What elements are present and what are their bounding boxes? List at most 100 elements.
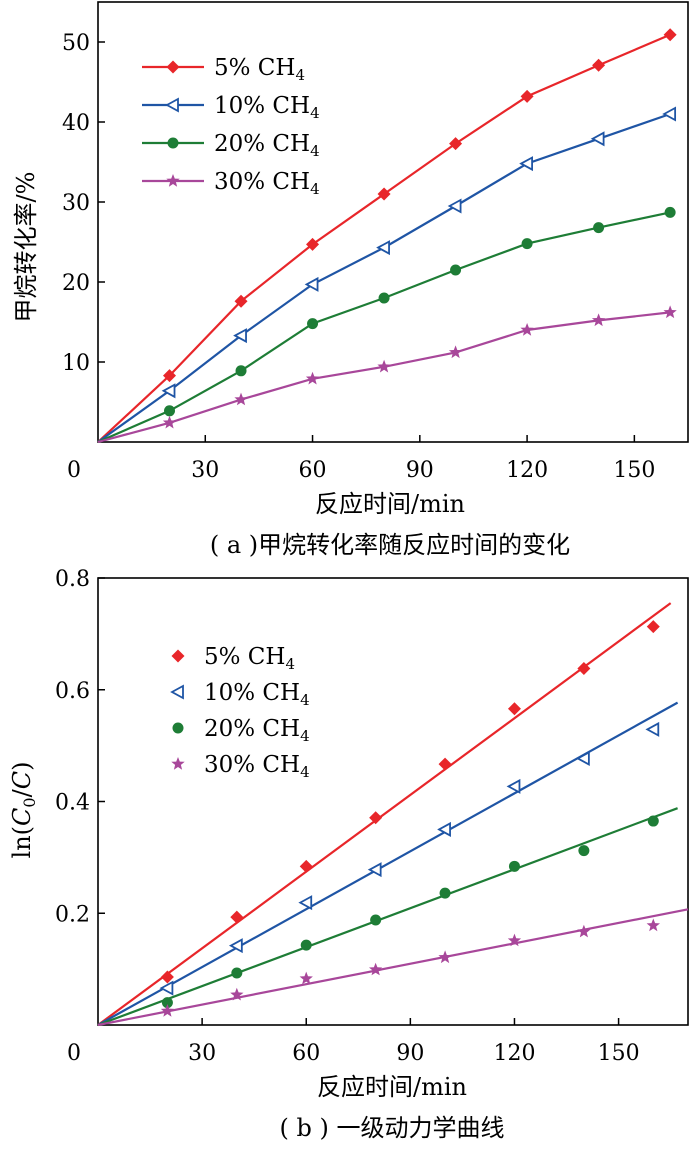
data-point: [591, 313, 606, 327]
x-tick-label: 30: [191, 458, 219, 483]
data-point: [577, 662, 591, 676]
data-point: [230, 987, 244, 1001]
data-point: [304, 276, 319, 292]
data-point: [367, 862, 382, 878]
series-4: [97, 305, 677, 444]
x-tick-label: 60: [299, 458, 327, 483]
chart-b-caption: ( b ) 一级动力学曲线: [280, 1114, 505, 1142]
legend-label: 10% CH4: [214, 93, 320, 122]
data-point: [161, 997, 173, 1009]
legend-marker: [166, 174, 180, 187]
data-point: [577, 924, 591, 938]
data-point: [159, 980, 174, 996]
data-point: [447, 198, 462, 214]
data-point: [234, 294, 248, 308]
data-point: [590, 131, 605, 147]
data-point: [305, 371, 320, 385]
data-point: [298, 895, 313, 911]
x-tick-label: 90: [396, 1041, 424, 1066]
y-tick-label: 50: [62, 31, 90, 56]
legend-item: 30% CH4: [171, 752, 310, 781]
series-4: [97, 908, 689, 1027]
data-point: [228, 938, 243, 954]
legend-item: 10% CH4: [142, 93, 320, 122]
data-point: [664, 206, 676, 218]
data-point: [369, 811, 383, 825]
data-point: [369, 962, 383, 976]
legend-label: 5% CH4: [204, 644, 295, 673]
chart-a-x-axis-label: 反应时间/min: [315, 490, 465, 518]
x-tick-label: 30: [188, 1041, 216, 1066]
legend-item: 5% CH4: [171, 644, 295, 673]
chart-a-x-ticks: 0 30 60 90 120 150: [67, 435, 655, 483]
data-point: [508, 860, 520, 872]
data-point: [299, 859, 313, 873]
data-point: [507, 702, 521, 716]
legend-label: 30% CH4: [214, 169, 320, 198]
data-point: [506, 778, 521, 794]
fit-line: [97, 908, 689, 1027]
data-point: [450, 264, 462, 276]
chart-a: 10 20 30 40 50 0 30 60 90 120 150 5% CH4 10% CH4 20…: [12, 1, 689, 559]
data-point: [438, 950, 452, 964]
series-2: [97, 106, 677, 443]
data-point: [507, 933, 522, 947]
legend-label: 20% CH4: [214, 131, 320, 160]
data-point: [576, 750, 590, 766]
data-point: [646, 620, 660, 634]
x-tick-label: 150: [598, 1041, 640, 1066]
legend-item: 20% CH4: [142, 131, 320, 160]
data-point: [162, 415, 177, 429]
y-tick-label: 30: [62, 191, 90, 216]
series-2: [97, 701, 679, 1026]
x-tick-label: 150: [613, 458, 655, 483]
chart-b-legend: 5% CH4 10% CH4 20% CH4 30% CH4: [170, 644, 310, 781]
data-point: [593, 222, 605, 234]
legend-marker: [165, 97, 179, 113]
data-point: [645, 721, 660, 737]
data-point: [521, 238, 533, 250]
legend-item: 10% CH4: [170, 680, 310, 709]
series-1: [97, 602, 672, 1026]
x-tick-label: 120: [506, 458, 548, 483]
x-tick-label: 0: [67, 1041, 81, 1066]
data-point: [592, 58, 606, 72]
data-point: [449, 137, 463, 151]
chart-a-caption: ( a )甲烷转化率随反应时间的变化: [210, 531, 570, 559]
legend-marker: [170, 684, 184, 700]
data-point: [160, 970, 174, 984]
x-tick-label: 60: [292, 1041, 320, 1066]
y-tick-label: 0.4: [55, 791, 90, 816]
data-point: [300, 939, 312, 951]
data-point: [578, 845, 590, 857]
data-point: [160, 1004, 175, 1017]
data-point: [438, 757, 452, 771]
legend-label: 30% CH4: [204, 752, 310, 781]
legend-label: 10% CH4: [204, 680, 310, 709]
y-tick-label: 40: [62, 111, 90, 136]
chart-a-plot-frame: [97, 1, 689, 443]
fit-line: [97, 807, 678, 1027]
data-point: [376, 240, 390, 256]
legend-label: 20% CH4: [204, 716, 310, 745]
y-tick-label: 0.6: [55, 679, 90, 704]
data-point: [663, 305, 677, 319]
data-point: [164, 405, 176, 417]
data-point: [662, 106, 677, 122]
data-point: [307, 318, 319, 330]
data-point: [647, 815, 659, 827]
data-point: [646, 918, 660, 932]
chart-b-x-ticks: 0 30 60 90 120 150: [67, 1018, 640, 1066]
data-point: [235, 365, 247, 377]
legend-label: 5% CH4: [214, 55, 305, 84]
chart-b-series: [97, 602, 689, 1027]
data-point: [663, 28, 677, 42]
legend-item: 5% CH4: [142, 55, 305, 84]
data-point: [437, 821, 451, 837]
legend-marker: [166, 60, 180, 74]
data-point: [519, 156, 533, 172]
series-line: [97, 311, 671, 444]
data-point: [377, 359, 391, 373]
data-point: [370, 914, 382, 926]
